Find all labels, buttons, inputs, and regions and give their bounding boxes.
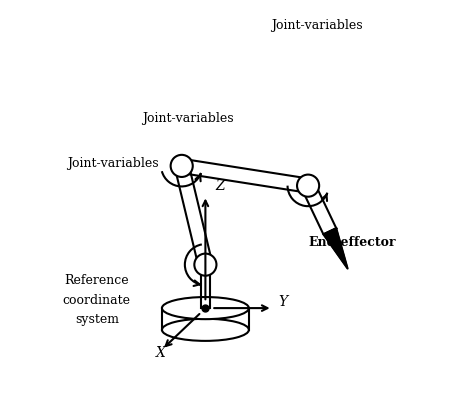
Text: Joint-variables: Joint-variables	[271, 19, 362, 32]
Text: Reference: Reference	[64, 274, 129, 287]
Text: Z: Z	[215, 179, 225, 193]
Text: Joint-variables: Joint-variables	[142, 112, 234, 125]
Polygon shape	[323, 228, 347, 269]
Text: coordinate: coordinate	[63, 294, 131, 307]
Text: Y: Y	[279, 295, 288, 309]
Text: X: X	[156, 346, 166, 361]
Text: End-effector: End-effector	[308, 237, 396, 249]
Ellipse shape	[162, 297, 249, 319]
Polygon shape	[181, 159, 309, 193]
Polygon shape	[175, 164, 212, 266]
Polygon shape	[301, 182, 336, 234]
Circle shape	[171, 155, 193, 177]
Text: Joint-variables: Joint-variables	[67, 158, 159, 170]
Text: system: system	[75, 314, 119, 326]
Circle shape	[297, 175, 319, 197]
Circle shape	[194, 254, 217, 276]
Polygon shape	[201, 265, 210, 308]
